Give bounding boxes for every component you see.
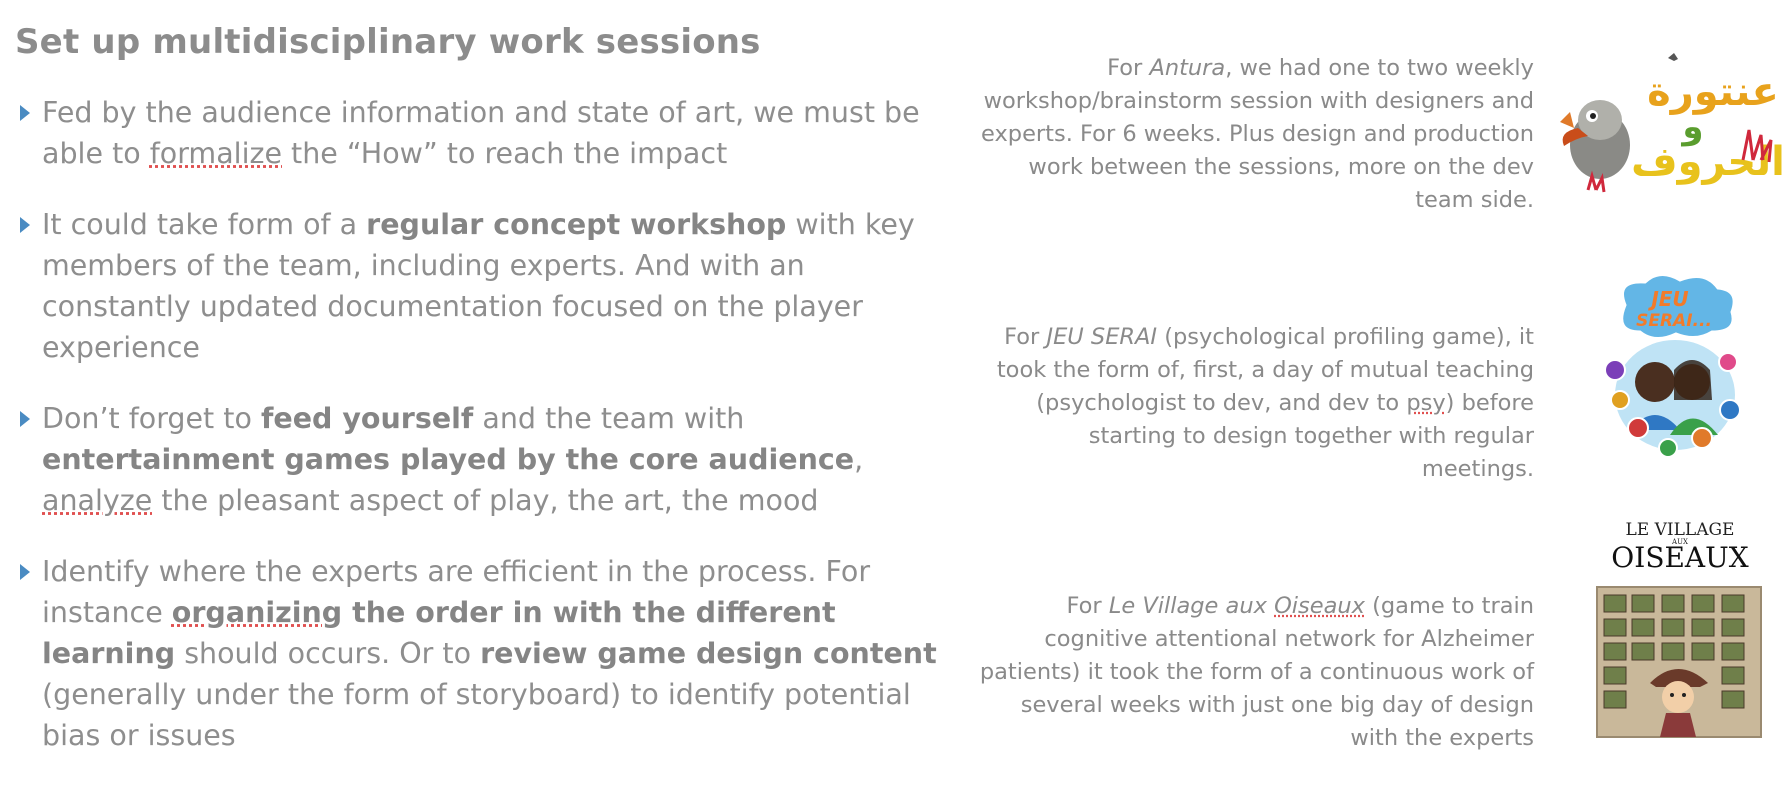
text-run: with key members of the team, including … — [42, 208, 915, 364]
bold-text: the order in with the different learning — [42, 596, 836, 670]
text-run: psy — [1406, 390, 1446, 416]
bullet-item: Identify where the experts are efficient… — [20, 551, 950, 756]
case-jeu-serai: For JEU SERAI (psychological profiling g… — [974, 321, 1534, 486]
bold-text: review game design content — [480, 637, 937, 670]
page-title: Set up multidisciplinary work sessions — [15, 22, 761, 62]
bold-text: organizing — [171, 596, 343, 629]
village-logo-line1: LE VILLAGE — [1626, 520, 1735, 540]
antura-logo-line3: الحروف — [1631, 139, 1785, 185]
jeu-serai-logo-line2: SERAI... — [1636, 311, 1712, 331]
bold-text: regular concept workshop — [366, 208, 787, 241]
village-oiseaux-logo-image: LE VILLAGE AUX OISEAUX — [1596, 520, 1762, 738]
text-run: , we had one to two weekly workshop/brai… — [981, 55, 1534, 213]
text-run: It could take form of a — [42, 208, 367, 241]
bold-text: entertainment games played by the core a… — [42, 443, 855, 476]
text-run: ) before starting to design together wit… — [1088, 390, 1534, 482]
text-run: For — [1107, 55, 1150, 81]
antura-logo-line2: و — [1680, 107, 1703, 147]
text-run: For — [1004, 324, 1047, 350]
bullet-arrow-icon — [20, 217, 30, 233]
bullet-arrow-icon — [20, 105, 30, 121]
text-run: the pleasant aspect of play, the art, th… — [152, 484, 819, 517]
jeu-serai-logo-image: JEU SERAI... — [1604, 273, 1741, 458]
text-run: the “How” to reach the impact — [282, 137, 728, 170]
case-village-oiseaux: For Le Village aux Oiseaux (game to trai… — [974, 590, 1534, 755]
italic-text: Antura — [1149, 55, 1226, 81]
bold-text: feed yourself — [260, 402, 474, 435]
bullet-item: Don’t forget to feed yourself and the te… — [20, 398, 950, 521]
text-run: For — [1066, 593, 1109, 619]
text-run: analyze — [42, 484, 153, 517]
text-run: (game to train cognitive attentional net… — [979, 593, 1534, 751]
bullet-arrow-icon — [20, 411, 30, 427]
antura-logo-line1: عنتورة — [1647, 69, 1779, 115]
bullet-item: It could take form of a regular concept … — [20, 204, 950, 368]
text-run: Identify where the experts are efficient… — [42, 555, 871, 629]
text-run: formalize — [149, 137, 282, 170]
bullet-arrow-icon — [20, 564, 30, 580]
jeu-serai-logo-line1: JEU — [1647, 287, 1688, 311]
text-run: Fed by the audience information and stat… — [42, 96, 920, 170]
text-run: (generally under the form of storyboard)… — [42, 678, 911, 752]
text-run: and the team with — [473, 402, 745, 435]
case-antura: For Antura, we had one to two weekly wor… — [974, 52, 1534, 217]
text-run: (psychological profiling game), it took … — [996, 324, 1534, 416]
village-logo-line2: AUX — [1671, 538, 1688, 546]
italic-text: Le Village aux — [1108, 593, 1275, 619]
bullet-list: Fed by the audience information and stat… — [20, 92, 950, 786]
text-run: should occurs. Or to — [175, 637, 481, 670]
italic-text: JEU SERAI — [1046, 324, 1158, 350]
italic-text: Oiseaux — [1274, 593, 1365, 619]
bullet-item: Fed by the audience information and stat… — [20, 92, 950, 174]
text-run: , — [854, 443, 864, 476]
text-run: Don’t forget to — [42, 402, 261, 435]
antura-logo-image: عنتورة و الحروف — [1560, 53, 1785, 193]
village-logo-line3: OISEAUX — [1611, 541, 1748, 574]
